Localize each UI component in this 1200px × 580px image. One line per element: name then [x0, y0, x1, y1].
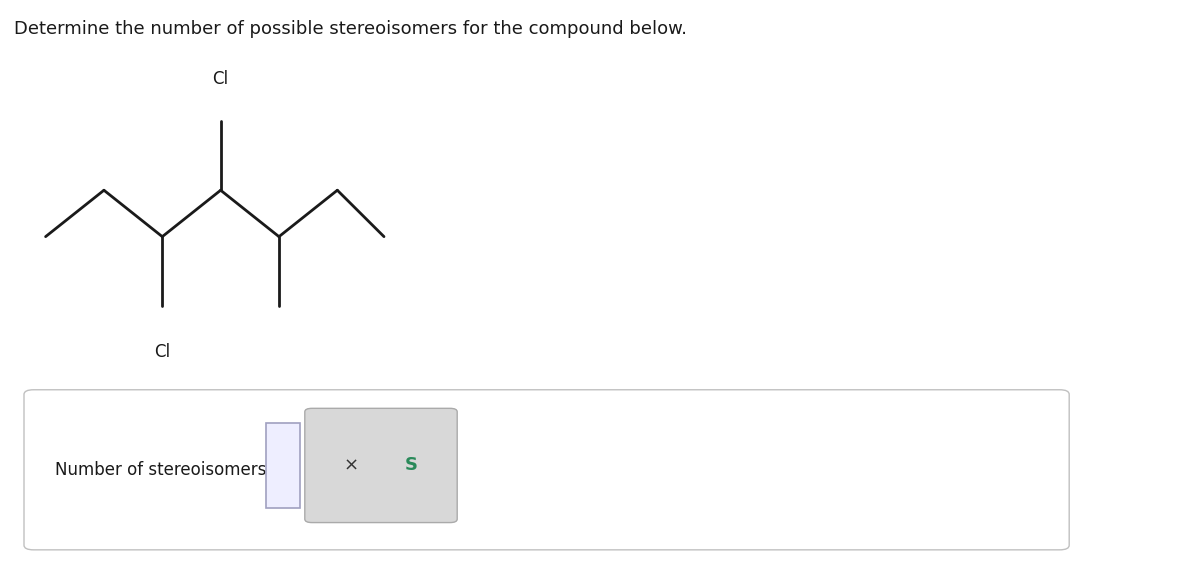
- Text: S: S: [404, 456, 418, 474]
- Text: Cl: Cl: [155, 343, 170, 361]
- Text: Determine the number of possible stereoisomers for the compound below.: Determine the number of possible stereoi…: [14, 20, 688, 38]
- FancyBboxPatch shape: [305, 408, 457, 523]
- Text: ×: ×: [343, 456, 359, 474]
- Text: Number of stereoisomers =: Number of stereoisomers =: [55, 461, 286, 479]
- FancyBboxPatch shape: [266, 423, 300, 508]
- Text: Cl: Cl: [212, 70, 229, 88]
- FancyBboxPatch shape: [24, 390, 1069, 550]
